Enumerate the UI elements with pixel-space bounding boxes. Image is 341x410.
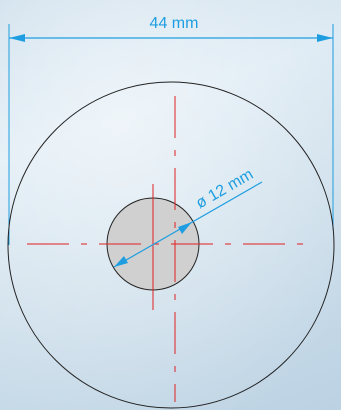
width-arrow-right (317, 34, 333, 42)
hole-diameter-arrow-upper (178, 222, 192, 234)
width-arrow-left (9, 34, 25, 42)
width-dimension-label: 44 mm (150, 15, 199, 32)
hole-diameter-arrow-lower (114, 256, 128, 267)
outer-disc-outline (7, 81, 335, 409)
